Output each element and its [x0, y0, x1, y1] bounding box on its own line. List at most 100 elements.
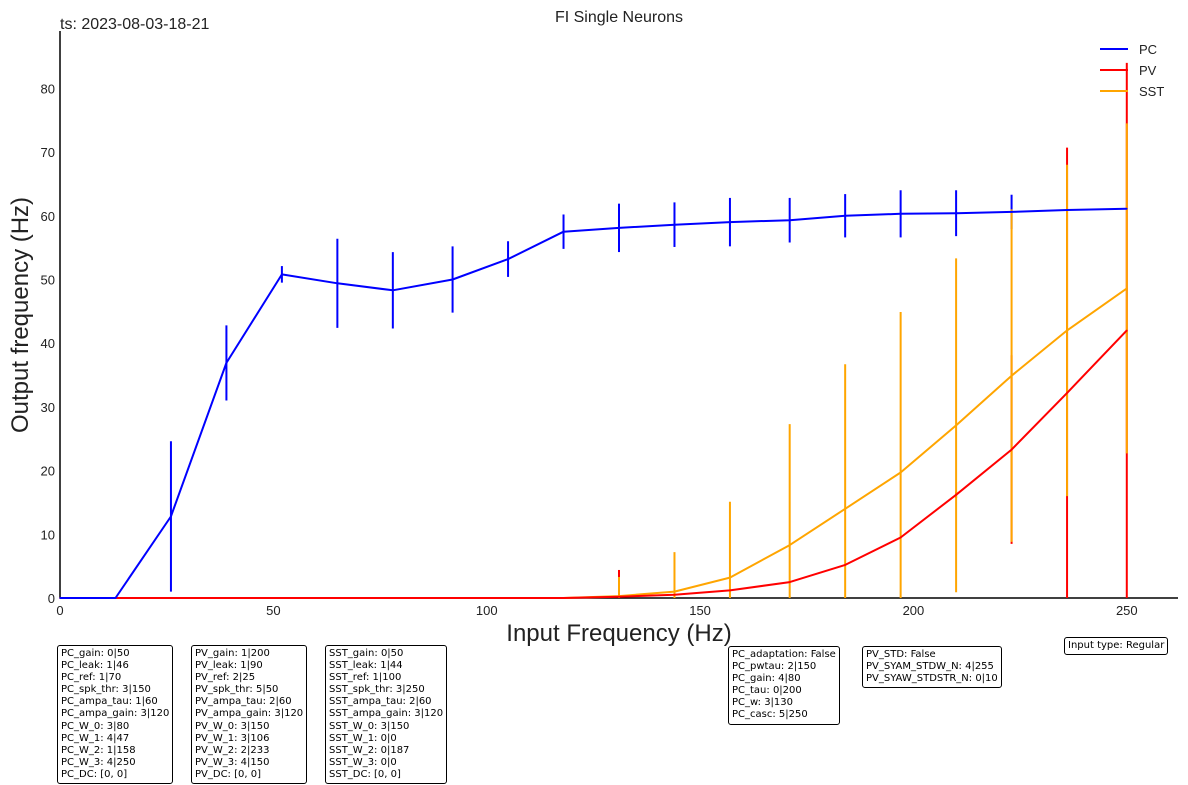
y-tick-label: 0: [48, 591, 55, 606]
pv-data-point: [225, 597, 228, 599]
param-line: Input type: Regular: [1068, 640, 1165, 651]
pv-data-point: [451, 597, 454, 599]
param-line: PC_W_0: 3|80: [61, 720, 130, 732]
sst-data-point: [1010, 374, 1013, 377]
param-line: PV_ampa_tau: 2|60: [195, 696, 292, 708]
param-line: SST_W_2: 0|187: [329, 744, 410, 756]
x-axis-label: Input Frequency (Hz): [506, 620, 731, 647]
pc-data-point: [673, 223, 676, 226]
param-line: SST_W_3: 0|0: [329, 756, 397, 768]
param-line: SST_ref: 1|100: [329, 672, 402, 684]
pc-params-box: PC_gain: 0|50 PC_leak: 1|46 PC_ref: 1|70 PC…: [57, 645, 174, 785]
param-line: PC_W_2: 1|158: [61, 744, 136, 756]
y-tick-label: 60: [41, 209, 55, 224]
param-line: PC_gain: 0|50: [61, 648, 130, 659]
pc-data-point: [392, 289, 394, 292]
series-lines: [59, 207, 1128, 599]
param-line: PC_leak: 1|46: [61, 660, 129, 672]
pc-data-point: [955, 212, 957, 215]
param-line: SST_leak: 1|44: [329, 660, 403, 672]
param-line: PV_W_0: 3|150: [195, 720, 270, 732]
param-line: PC_adaptation: False: [732, 649, 836, 660]
pv-data-point: [618, 595, 620, 598]
y-tick-label: 80: [41, 81, 55, 96]
pv-data-point: [899, 536, 902, 539]
adaptation-params-box: PC_adaptation: False PC_pwtau: 2|150 PC_ga…: [728, 646, 840, 725]
pc-data-point: [170, 515, 172, 518]
pc-data-point: [281, 273, 283, 276]
x-tick-label: 0: [56, 603, 63, 618]
param-line: PC_W_1: 4|47: [61, 732, 130, 744]
param-line: PV_gain: 1|200: [195, 648, 270, 659]
pv-data-point: [392, 597, 394, 599]
std-params-box: PV_STD: False PV_SYAM_STDW_N: 4|255 PV_SYA…: [862, 646, 1002, 689]
sst-data-point: [955, 424, 957, 427]
y-axis-label: Output frequency (Hz): [7, 197, 34, 433]
pc-data-point: [899, 213, 902, 215]
param-line: PV_W_2: 2|233: [195, 744, 270, 756]
pc-data-point: [336, 282, 339, 285]
pv-params-box: PV_gain: 1|200 PV_leak: 1|90 PV_ref: 2|25 P…: [191, 645, 308, 785]
param-line: PV_W_1: 3|106: [195, 732, 270, 744]
input-type-box: Input type: Regular: [1064, 637, 1169, 656]
param-line: SST_W_1: 0|0: [329, 732, 397, 744]
param-line: PC_ampa_gain: 3|120: [61, 708, 170, 720]
param-line: PV_spk_thr: 5|50: [195, 684, 279, 696]
y-tick-label: 50: [41, 272, 55, 287]
chart-title: FI Single Neurons: [555, 9, 683, 26]
pc-data-point: [507, 258, 509, 260]
y-tick-label: 40: [41, 336, 55, 351]
pv-data-point: [1125, 329, 1128, 332]
pc-data-point: [1066, 209, 1068, 211]
legend-pc-label: PC: [1139, 42, 1157, 57]
pv-data-point: [507, 597, 509, 599]
param-line: SST_DC: [0, 0]: [329, 768, 401, 780]
pc-data-point: [562, 230, 565, 233]
pv-data-point: [673, 594, 676, 596]
pc-data-point: [114, 597, 117, 599]
param-line: PC_w: 3|130: [732, 697, 794, 709]
sst-series-line: [60, 287, 1128, 599]
param-line: PV_leak: 1|90: [195, 660, 263, 672]
param-line: PC_spk_thr: 3|150: [61, 684, 151, 696]
sst-data-point: [788, 544, 791, 546]
pc-data-point: [618, 227, 620, 229]
param-line: PC_casc: 5|250: [732, 709, 808, 721]
y-tick-label: 10: [41, 527, 55, 542]
param-line: PC_ampa_tau: 1|60: [61, 696, 158, 708]
pv-data-point: [170, 597, 172, 599]
legend-pv-label: PV: [1139, 63, 1157, 78]
sst-data-point: [899, 471, 902, 474]
sst-data-point: [1066, 329, 1068, 332]
pc-data-point: [225, 362, 228, 364]
pv-data-point: [1010, 448, 1013, 451]
pv-data-point: [281, 597, 283, 599]
pc-data-point: [788, 219, 791, 222]
param-line: SST_W_0: 3|150: [329, 720, 410, 732]
param-line: PV_SYAW_STDSTR_N: 0|10: [866, 673, 998, 685]
pc-data-point: [844, 214, 846, 217]
sst-data-point: [673, 590, 676, 593]
pv-data-point: [336, 597, 339, 599]
pv-data-point: [955, 493, 957, 496]
pv-data-point: [729, 589, 731, 592]
x-tick-label: 50: [266, 603, 280, 618]
y-tick-label: 20: [41, 464, 55, 479]
pc-data-point: [1010, 211, 1013, 213]
param-line: PC_gain: 4|80: [732, 673, 801, 685]
param-line: PC_tau: 0|200: [732, 685, 802, 697]
param-line: PV_ampa_gain: 3|120: [195, 708, 304, 720]
param-line: PV_W_3: 4|150: [195, 756, 270, 768]
x-tick-label: 150: [689, 603, 711, 618]
legend-sst-label: SST: [1139, 84, 1164, 99]
timestamp-label: ts: 2023-08-03-18-21: [60, 16, 210, 33]
param-line: PC_DC: [0, 0]: [61, 768, 128, 780]
axes: 0 50 100 150 200 250 0 10 20 30 40 50 60 70 80: [41, 31, 1178, 618]
pc-series-line: [60, 207, 1127, 599]
y-tick-label: 70: [41, 145, 55, 160]
pv-data-point: [1066, 392, 1068, 394]
sst-data-point: [1125, 287, 1128, 290]
param-line: PV_DC: [0, 0]: [195, 768, 261, 780]
legend: PC PV SST: [1100, 42, 1164, 99]
